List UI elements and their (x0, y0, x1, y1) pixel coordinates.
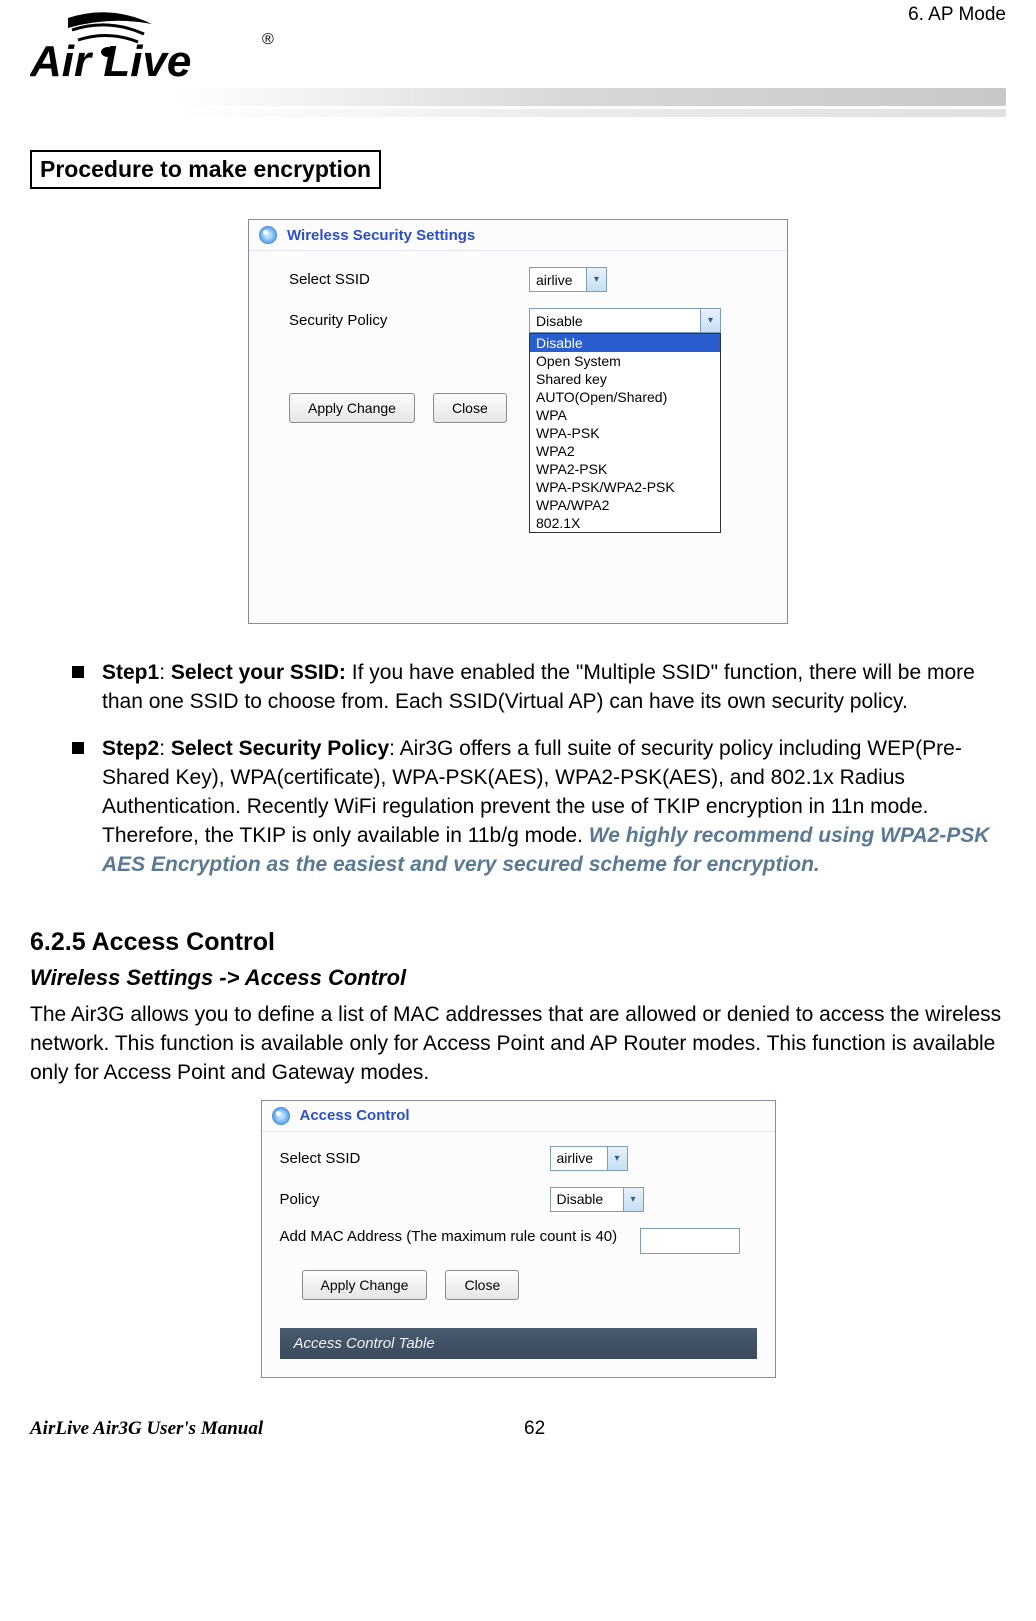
security-option[interactable]: WPA2-PSK (530, 460, 720, 478)
panel-icon (259, 226, 277, 244)
select-security-policy-dropdown[interactable]: Disable ▾ (529, 308, 721, 333)
panel1-header: Wireless Security Settings (249, 220, 787, 251)
label-select-ssid: Select SSID (289, 271, 529, 288)
row-select-ssid: Select SSID airlive ▾ (289, 267, 765, 292)
chevron-down-icon: ▾ (700, 309, 720, 332)
security-option[interactable]: WPA-PSK/WPA2-PSK (530, 478, 720, 496)
row2-mac: Add MAC Address (The maximum rule count … (280, 1228, 757, 1254)
security-option[interactable]: 802.1X (530, 514, 720, 532)
select-ssid-dropdown-2[interactable]: airlive ▾ (550, 1146, 628, 1171)
chapter-label: 6. AP Mode (908, 4, 1006, 26)
label-security-policy: Security Policy (289, 312, 529, 329)
boxed-section-title: Procedure to make encryption (30, 150, 381, 189)
section-6-2-5-paragraph: The Air3G allows you to define a list of… (30, 1001, 1006, 1088)
chevron-down-icon: ▾ (607, 1147, 627, 1170)
header-divider (30, 88, 1006, 106)
footer-manual-name: AirLive Air3G User's Manual (30, 1418, 263, 1440)
security-option[interactable]: Disable (530, 334, 720, 352)
security-option[interactable]: WPA (530, 406, 720, 424)
section-6-2-5-title: 6.2.5 Access Control (30, 928, 1006, 957)
label2-policy: Policy (280, 1191, 550, 1208)
step1-item: Step1: Select your SSID: If you have ena… (72, 659, 1006, 717)
wireless-security-panel: Wireless Security Settings Select SSID a… (248, 219, 788, 624)
security-option[interactable]: WPA2 (530, 442, 720, 460)
panel-icon (272, 1107, 290, 1125)
chevron-down-icon: ▾ (586, 268, 606, 291)
select-ssid-dropdown[interactable]: airlive ▾ (529, 267, 607, 292)
svg-text:Air Live: Air Live (30, 37, 191, 86)
apply-change-button-2[interactable]: Apply Change (302, 1270, 428, 1300)
apply-change-button[interactable]: Apply Change (289, 393, 415, 423)
row2-policy: Policy Disable ▾ (280, 1187, 757, 1212)
label2-select-ssid: Select SSID (280, 1150, 550, 1167)
header-divider-shadow (30, 109, 1006, 117)
svg-text:®: ® (262, 31, 274, 48)
mac-address-input[interactable] (640, 1228, 740, 1254)
security-option[interactable]: Open System (530, 352, 720, 370)
access-control-panel: Access Control Select SSID airlive ▾ Pol… (261, 1100, 776, 1378)
footer-page-number: 62 (524, 1418, 545, 1440)
panel2-title: Access Control (300, 1107, 410, 1124)
row-security-policy: Security Policy Disable ▾ (289, 308, 765, 333)
chevron-down-icon: ▾ (623, 1188, 643, 1211)
close-button[interactable]: Close (433, 393, 507, 423)
page-footer: AirLive Air3G User's Manual 62 (30, 1418, 1006, 1440)
security-option[interactable]: WPA/WPA2 (530, 496, 720, 514)
close-button-2[interactable]: Close (445, 1270, 519, 1300)
step2-item: Step2: Select Security Policy: Air3G off… (72, 735, 1006, 880)
airlive-logo: Air Live ® (30, 8, 290, 93)
procedure-steps-list: Step1: Select your SSID: If you have ena… (30, 659, 1006, 880)
security-option[interactable]: Shared key (530, 370, 720, 388)
select-policy-dropdown[interactable]: Disable ▾ (550, 1187, 644, 1212)
access-control-table-header: Access Control Table (280, 1328, 757, 1359)
row2-select-ssid: Select SSID airlive ▾ (280, 1146, 757, 1171)
security-option[interactable]: WPA-PSK (530, 424, 720, 442)
panel2-header: Access Control (262, 1101, 775, 1132)
security-policy-options-list[interactable]: DisableOpen SystemShared keyAUTO(Open/Sh… (529, 333, 721, 533)
security-option[interactable]: AUTO(Open/Shared) (530, 388, 720, 406)
section-6-2-5-subtitle: Wireless Settings -> Access Control (30, 965, 1006, 991)
page-header: Air Live ® 6. AP Mode (30, 0, 1006, 110)
panel1-title: Wireless Security Settings (287, 227, 475, 244)
label2-mac: Add MAC Address (The maximum rule count … (280, 1228, 640, 1245)
